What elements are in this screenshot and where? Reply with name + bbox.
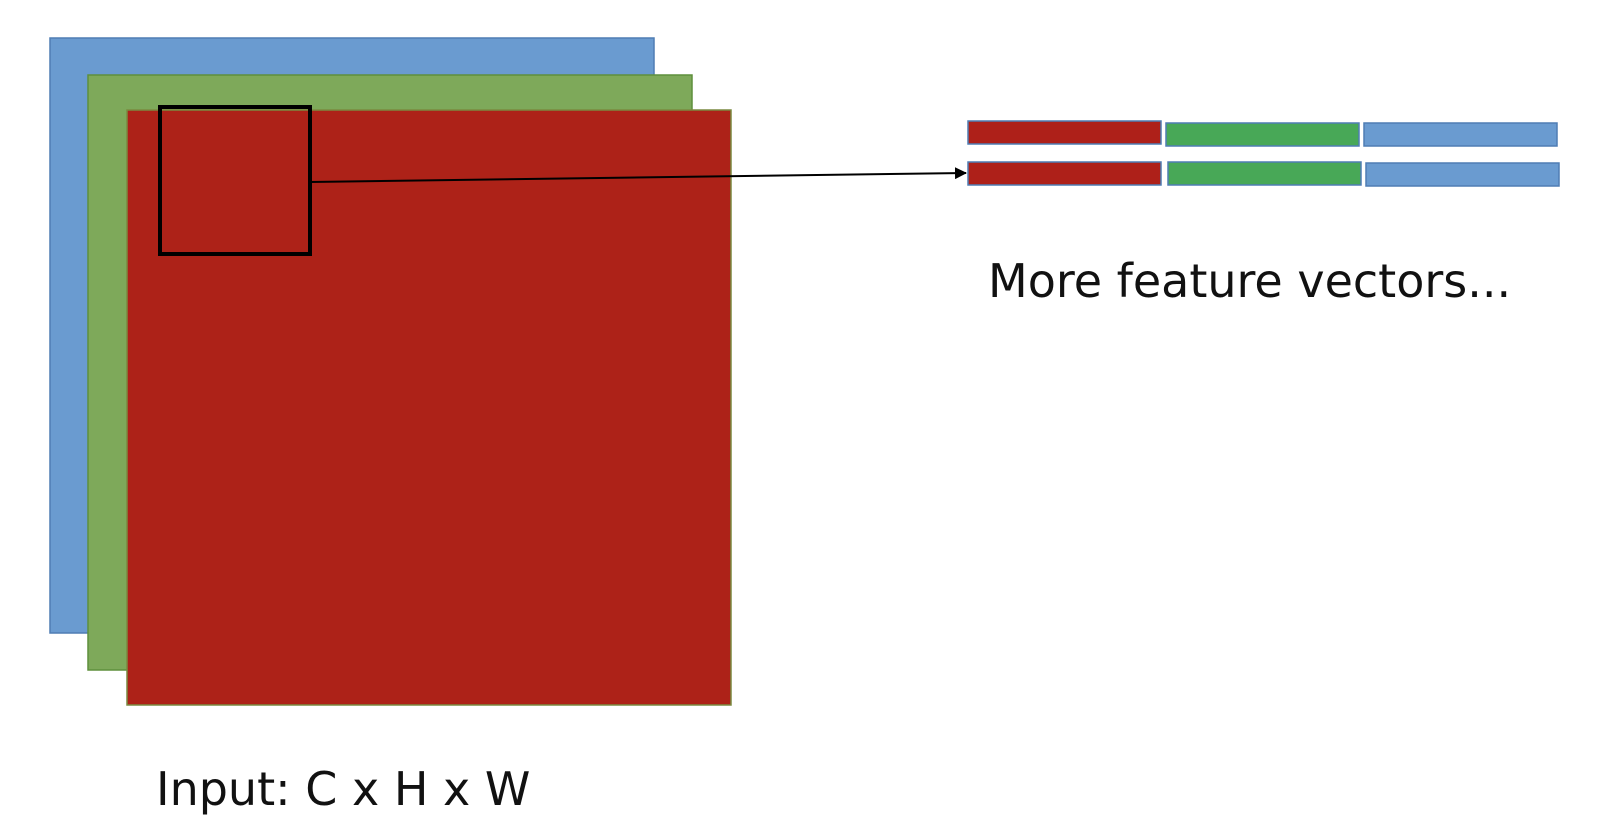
feature-vectors-label: More feature vectors... — [988, 254, 1512, 308]
receptive-window — [158, 105, 312, 256]
feature-vector-row-1 — [967, 120, 1558, 147]
feature-vector-segment-green — [1165, 122, 1360, 147]
feature-vector-row-2 — [967, 161, 1560, 187]
mapping-arrow — [309, 167, 967, 183]
feature-vector-segment-red — [967, 120, 1162, 145]
feature-vector-segment-red — [967, 161, 1162, 186]
feature-vector-segment-blue — [1363, 122, 1558, 147]
feature-vector-segment-green — [1167, 161, 1362, 186]
red-channel-layer — [126, 109, 732, 706]
feature-vector-segment-blue — [1365, 162, 1560, 187]
input-shape-label: Input: C x H x W — [156, 762, 531, 816]
